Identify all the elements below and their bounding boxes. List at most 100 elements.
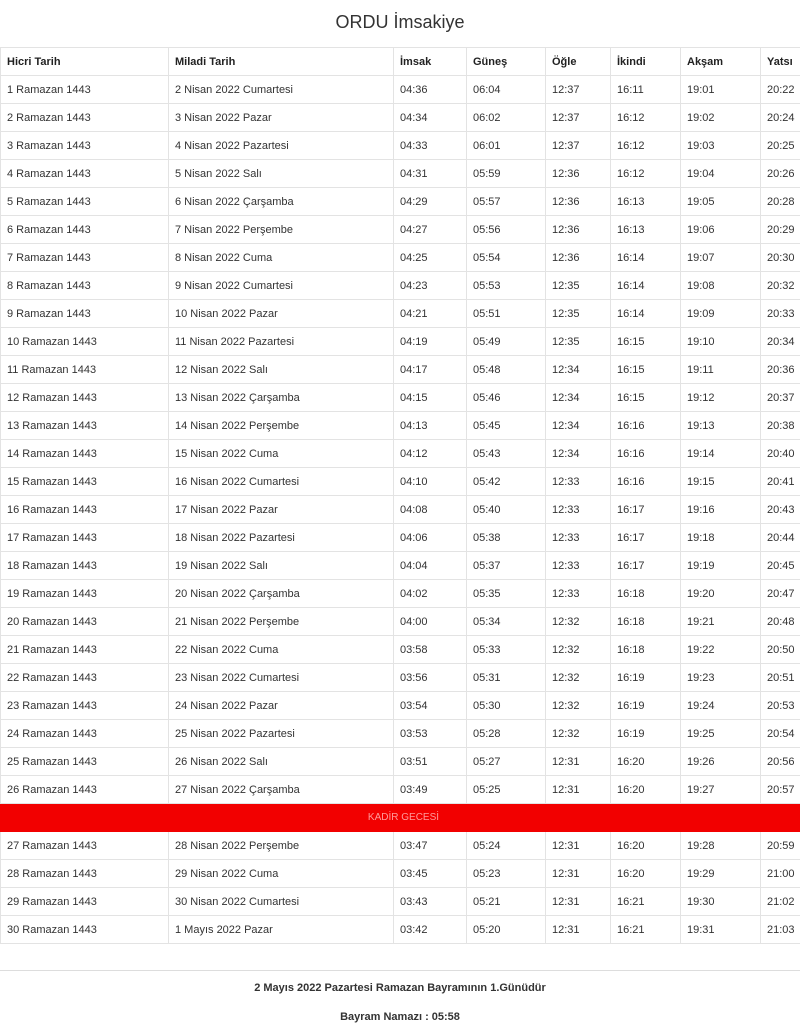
table-cell: 20 Ramazan 1443: [1, 608, 169, 636]
table-cell: 04:27: [394, 216, 467, 244]
table-cell: 27 Nisan 2022 Çarşamba: [169, 776, 394, 804]
table-cell: 20:57: [761, 776, 800, 804]
table-cell: 14 Nisan 2022 Perşembe: [169, 412, 394, 440]
table-cell: 04:12: [394, 440, 467, 468]
column-header: Öğle: [546, 48, 611, 76]
table-cell: 9 Nisan 2022 Cumartesi: [169, 272, 394, 300]
table-cell: 30 Nisan 2022 Cumartesi: [169, 888, 394, 916]
table-cell: 12:33: [546, 580, 611, 608]
table-cell: 05:23: [467, 860, 546, 888]
table-cell: 29 Ramazan 1443: [1, 888, 169, 916]
table-cell: 16:19: [611, 720, 681, 748]
table-cell: 12:31: [546, 748, 611, 776]
table-cell: 12:36: [546, 216, 611, 244]
table-cell: 03:56: [394, 664, 467, 692]
table-cell: 11 Ramazan 1443: [1, 356, 169, 384]
table-cell: 27 Ramazan 1443: [1, 832, 169, 860]
table-cell: 12:31: [546, 860, 611, 888]
table-cell: 16:16: [611, 440, 681, 468]
table-cell: 16:21: [611, 888, 681, 916]
table-cell: 15 Nisan 2022 Cuma: [169, 440, 394, 468]
table-cell: 03:54: [394, 692, 467, 720]
table-cell: 16:18: [611, 636, 681, 664]
table-cell: 05:33: [467, 636, 546, 664]
table-cell: 18 Ramazan 1443: [1, 552, 169, 580]
table-cell: 23 Nisan 2022 Cumartesi: [169, 664, 394, 692]
table-cell: 12:33: [546, 552, 611, 580]
table-cell: 21 Nisan 2022 Perşembe: [169, 608, 394, 636]
table-cell: 21:03: [761, 916, 800, 944]
table-cell: 19:09: [681, 300, 761, 328]
table-cell: 19:04: [681, 160, 761, 188]
table-cell: 12 Nisan 2022 Salı: [169, 356, 394, 384]
table-cell: 21:00: [761, 860, 800, 888]
table-cell: 10 Nisan 2022 Pazar: [169, 300, 394, 328]
table-cell: 20:36: [761, 356, 800, 384]
table-cell: 21 Ramazan 1443: [1, 636, 169, 664]
table-cell: 19:28: [681, 832, 761, 860]
table-cell: 20:33: [761, 300, 800, 328]
table-cell: 12:32: [546, 692, 611, 720]
table-cell: 12:32: [546, 664, 611, 692]
table-cell: 3 Nisan 2022 Pazar: [169, 104, 394, 132]
table-cell: 05:31: [467, 664, 546, 692]
table-cell: 20:30: [761, 244, 800, 272]
table-cell: 7 Nisan 2022 Perşembe: [169, 216, 394, 244]
table-cell: 12:35: [546, 272, 611, 300]
table-cell: 16:21: [611, 916, 681, 944]
footer-note: 2 Mayıs 2022 Pazartesi Ramazan Bayramını…: [0, 974, 800, 1003]
table-cell: 13 Nisan 2022 Çarşamba: [169, 384, 394, 412]
table-cell: 6 Nisan 2022 Çarşamba: [169, 188, 394, 216]
table-cell: 23 Ramazan 1443: [1, 692, 169, 720]
table-cell: 16:15: [611, 328, 681, 356]
table-cell: 04:34: [394, 104, 467, 132]
table-cell: 28 Ramazan 1443: [1, 860, 169, 888]
table-cell: 16:18: [611, 580, 681, 608]
table-cell: 19:12: [681, 384, 761, 412]
table-cell: 19:26: [681, 748, 761, 776]
table-cell: 25 Nisan 2022 Pazartesi: [169, 720, 394, 748]
table-cell: 05:20: [467, 916, 546, 944]
table-cell: 04:02: [394, 580, 467, 608]
table-cell: 04:36: [394, 76, 467, 104]
table-cell: 05:51: [467, 300, 546, 328]
table-cell: 20:22: [761, 76, 800, 104]
table-cell: 19:25: [681, 720, 761, 748]
table-cell: 03:47: [394, 832, 467, 860]
table-cell: 16 Nisan 2022 Cumartesi: [169, 468, 394, 496]
table-cell: 19:29: [681, 860, 761, 888]
table-cell: 16:17: [611, 524, 681, 552]
table-cell: 03:43: [394, 888, 467, 916]
table-cell: 20:51: [761, 664, 800, 692]
table-cell: 19:22: [681, 636, 761, 664]
page-title: ORDU İmsakiye: [0, 0, 800, 47]
table-cell: 2 Nisan 2022 Cumartesi: [169, 76, 394, 104]
table-cell: 26 Nisan 2022 Salı: [169, 748, 394, 776]
table-cell: 04:10: [394, 468, 467, 496]
table-cell: 12:31: [546, 776, 611, 804]
table-cell: 12:31: [546, 916, 611, 944]
table-cell: 19 Nisan 2022 Salı: [169, 552, 394, 580]
table-cell: 19 Ramazan 1443: [1, 580, 169, 608]
footer: 2 Mayıs 2022 Pazartesi Ramazan Bayramını…: [0, 970, 800, 1032]
table-cell: 16:12: [611, 132, 681, 160]
table-cell: 12:32: [546, 636, 611, 664]
banner-cell: KADİR GECESİ: [1, 804, 800, 832]
table-cell: 12:34: [546, 440, 611, 468]
table-cell: 04:00: [394, 608, 467, 636]
table-cell: 05:49: [467, 328, 546, 356]
table-cell: 16:12: [611, 104, 681, 132]
